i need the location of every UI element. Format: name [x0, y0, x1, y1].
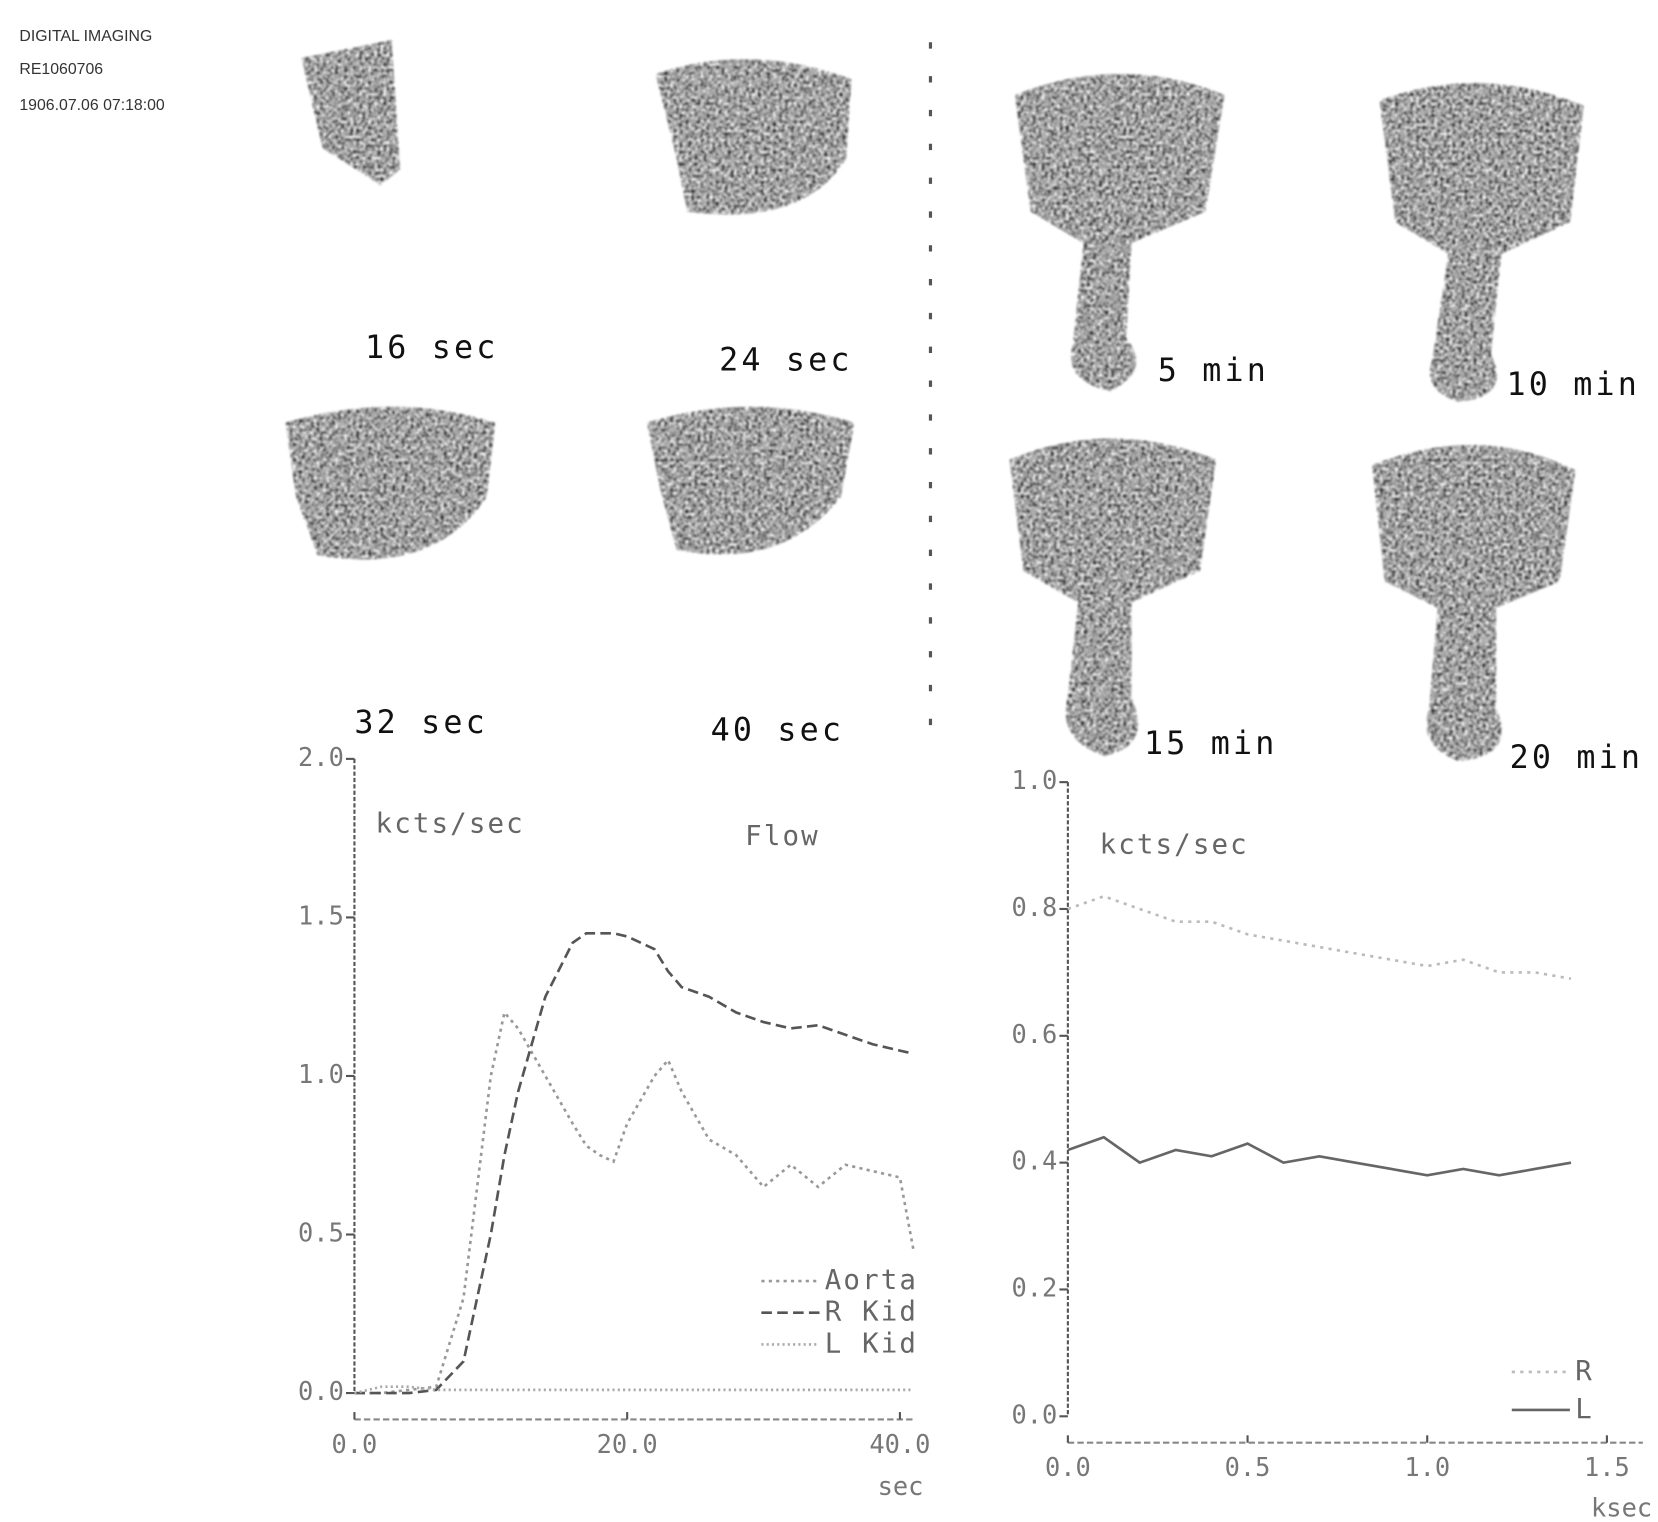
- y-tick-label: 0.8: [1011, 892, 1057, 922]
- y-tick-label: 0.0: [298, 1376, 344, 1406]
- legend-label: L: [1575, 1393, 1594, 1425]
- frame-label: 40 sec: [711, 712, 845, 748]
- frame-label: 24 sec: [719, 342, 853, 378]
- series-line: [1068, 896, 1571, 978]
- legend-label: R: [1575, 1355, 1594, 1387]
- y-tick-label: 1.0: [298, 1059, 344, 1089]
- legend-label: Aorta: [825, 1264, 918, 1296]
- y-tick-label: 0.4: [1011, 1146, 1057, 1176]
- frame-label: 16 sec: [365, 330, 499, 366]
- y-tick-label: 1.0: [1011, 765, 1057, 795]
- x-tick-label: 0.0: [332, 1429, 378, 1459]
- legend-label: L Kid: [825, 1327, 918, 1359]
- y-tick-label: 0.5: [298, 1218, 344, 1248]
- y-axis-label: kcts/sec: [376, 807, 525, 839]
- y-tick-label: 0.6: [1011, 1019, 1057, 1049]
- x-axis-label: ksec: [1591, 1492, 1652, 1522]
- scan-images: [286, 40, 1584, 761]
- x-tick-label: 0.5: [1225, 1452, 1271, 1482]
- frame-label: 10 min: [1507, 367, 1641, 403]
- x-tick-label: 1.5: [1584, 1452, 1630, 1482]
- frame-label: 32 sec: [354, 705, 488, 741]
- header-line: 1906.07.06 07:18:00: [19, 97, 165, 114]
- y-tick-label: 0.2: [1011, 1272, 1057, 1302]
- y-axis-label: kcts/sec: [1100, 829, 1249, 861]
- series-line: [1068, 1137, 1571, 1175]
- x-tick-label: 20.0: [597, 1429, 658, 1459]
- y-tick-label: 0.0: [1011, 1399, 1057, 1429]
- x-axis-label: sec: [878, 1471, 924, 1501]
- figure: DIGITAL IMAGING RE1060706 1906.07.06 07:18…: [0, 0, 1658, 1522]
- y-tick-label: 2.0: [298, 742, 344, 772]
- frame-label: 5 min: [1158, 353, 1269, 389]
- header-line: DIGITAL IMAGING: [19, 28, 152, 45]
- legend-label: R Kid: [825, 1296, 918, 1328]
- x-tick-label: 0.0: [1045, 1452, 1091, 1482]
- chart-title: Flow: [745, 820, 820, 852]
- frame-label: 20 min: [1510, 740, 1644, 776]
- header-line: RE1060706: [19, 61, 103, 78]
- y-tick-label: 1.5: [298, 900, 344, 930]
- frame-label: 15 min: [1144, 726, 1278, 762]
- x-tick-label: 1.0: [1404, 1452, 1450, 1482]
- x-tick-label: 40.0: [869, 1429, 930, 1459]
